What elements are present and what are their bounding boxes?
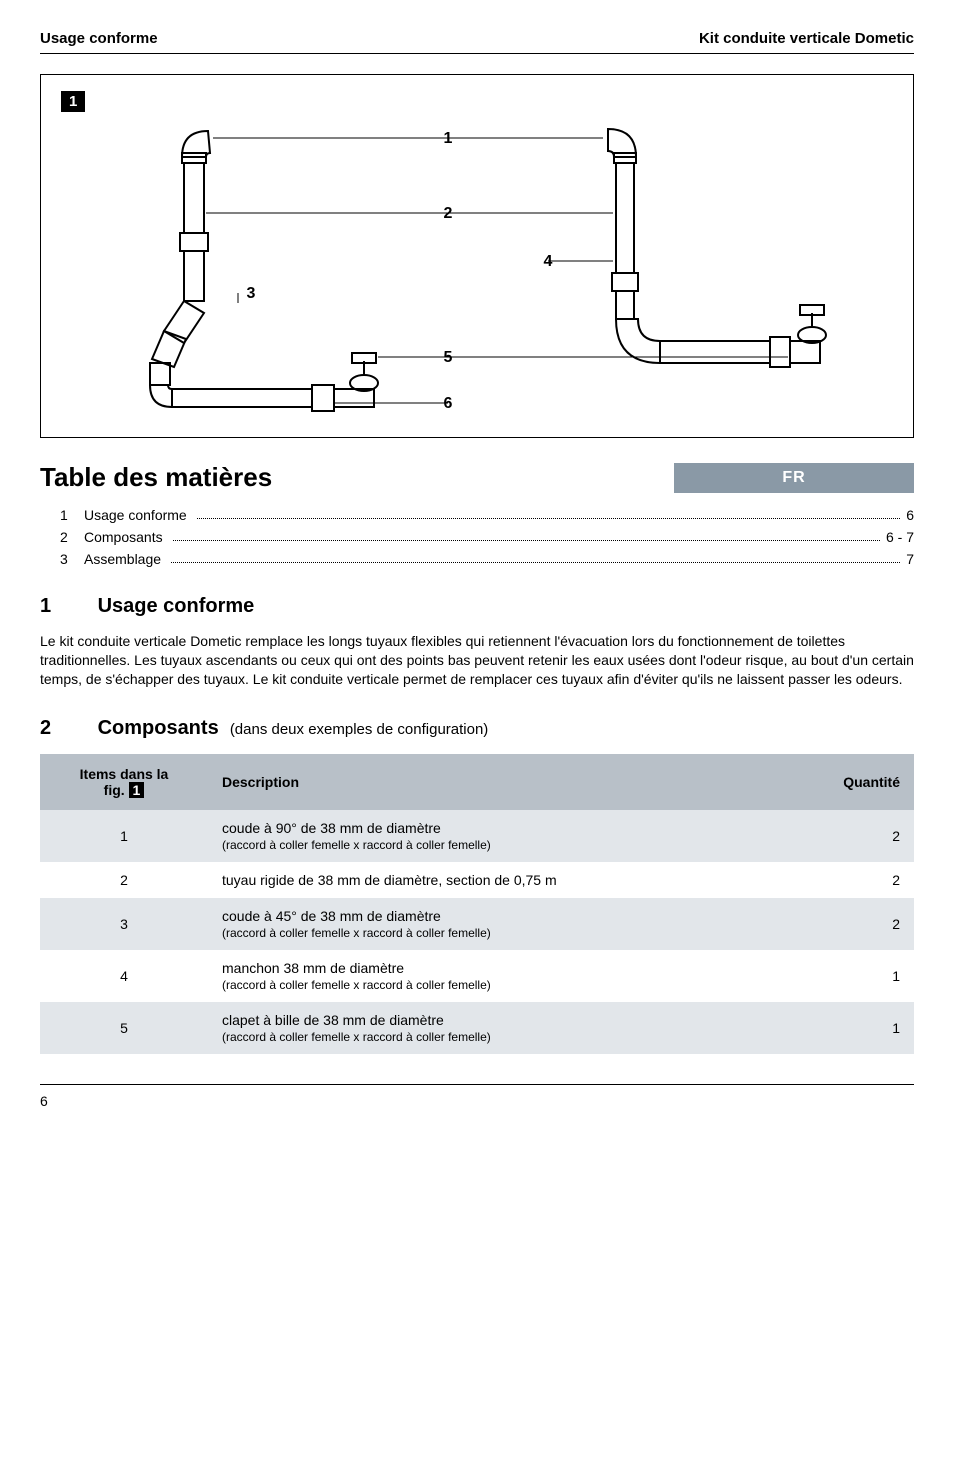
toc-dots bbox=[171, 551, 900, 563]
table-row: 2 tuyau rigide de 38 mm de diamètre, sec… bbox=[40, 862, 914, 898]
figure-number-badge: 1 bbox=[61, 91, 85, 112]
row-id: 4 bbox=[40, 950, 208, 1002]
row-desc-main: coude à 45° de 38 mm de diamètre bbox=[222, 908, 441, 924]
toc-item-label: Assemblage bbox=[84, 551, 165, 567]
row-id: 3 bbox=[40, 898, 208, 950]
section-1-body: Le kit conduite verticale Dometic rempla… bbox=[40, 632, 914, 689]
page-footer: 6 bbox=[40, 1084, 914, 1109]
header-left: Usage conforme bbox=[40, 30, 158, 47]
callout-6: 6 bbox=[444, 395, 453, 412]
toc-item-number: 1 bbox=[60, 507, 84, 523]
callout-2: 2 bbox=[444, 205, 453, 222]
table-row: 4 manchon 38 mm de diamètre (raccord à c… bbox=[40, 950, 914, 1002]
toc-item-number: 3 bbox=[60, 551, 84, 567]
pipe-diagram: 1 2 3 4 5 6 bbox=[88, 93, 848, 423]
toc-item[interactable]: 3 Assemblage 7 bbox=[60, 551, 914, 567]
col-items-line1: Items dans la bbox=[80, 766, 169, 782]
table-row: 1 coude à 90° de 38 mm de diamètre (racc… bbox=[40, 810, 914, 862]
row-desc-sub: (raccord à coller femelle x raccord à co… bbox=[222, 1030, 491, 1044]
row-desc: clapet à bille de 38 mm de diamètre (rac… bbox=[208, 1002, 786, 1054]
toc-list: 1 Usage conforme 6 2 Composants 6 - 7 3 … bbox=[60, 507, 914, 567]
row-desc-main: tuyau rigide de 38 mm de diamètre, secti… bbox=[222, 872, 557, 888]
header-right: Kit conduite verticale Dometic bbox=[699, 30, 914, 47]
toc-item[interactable]: 2 Composants 6 - 7 bbox=[60, 529, 914, 545]
section-1-title: Usage conforme bbox=[98, 595, 255, 617]
fig-ref-badge: 1 bbox=[129, 782, 145, 798]
table-row: 5 clapet à bille de 38 mm de diamètre (r… bbox=[40, 1002, 914, 1054]
row-id: 2 bbox=[40, 862, 208, 898]
toc-item[interactable]: 1 Usage conforme 6 bbox=[60, 507, 914, 523]
row-desc-sub: (raccord à coller femelle x raccord à co… bbox=[222, 838, 491, 852]
page-number: 6 bbox=[40, 1093, 48, 1109]
toc-item-label: Usage conforme bbox=[84, 507, 191, 523]
row-desc: tuyau rigide de 38 mm de diamètre, secti… bbox=[208, 862, 786, 898]
row-id: 1 bbox=[40, 810, 208, 862]
callout-4: 4 bbox=[544, 253, 553, 270]
col-quantity: Quantité bbox=[786, 754, 914, 810]
row-desc: manchon 38 mm de diamètre (raccord à col… bbox=[208, 950, 786, 1002]
callout-1: 1 bbox=[444, 130, 453, 147]
toc-header: Table des matières FR bbox=[40, 462, 914, 493]
row-qty: 1 bbox=[786, 1002, 914, 1054]
callout-3: 3 bbox=[247, 285, 256, 302]
section-2-suffix: (dans deux exemples de configuration) bbox=[230, 721, 489, 738]
row-desc: coude à 45° de 38 mm de diamètre (raccor… bbox=[208, 898, 786, 950]
toc-item-page: 6 - 7 bbox=[886, 529, 914, 545]
section-1-heading: 1 Usage conforme bbox=[40, 595, 914, 618]
col-description: Description bbox=[208, 754, 786, 810]
row-qty: 2 bbox=[786, 898, 914, 950]
row-qty: 2 bbox=[786, 810, 914, 862]
section-2-title: Composants bbox=[98, 717, 219, 739]
section-2-heading: 2 Composants (dans deux exemples de conf… bbox=[40, 717, 914, 740]
figure-1: 1 bbox=[40, 74, 914, 438]
row-desc-main: coude à 90° de 38 mm de diamètre bbox=[222, 820, 441, 836]
page-header: Usage conforme Kit conduite verticale Do… bbox=[40, 30, 914, 54]
language-badge: FR bbox=[674, 463, 914, 493]
row-desc-main: clapet à bille de 38 mm de diamètre bbox=[222, 1012, 444, 1028]
components-table: Items dans la fig. 1 Description Quantit… bbox=[40, 754, 914, 1054]
components-tbody: 1 coude à 90° de 38 mm de diamètre (racc… bbox=[40, 810, 914, 1054]
row-id: 5 bbox=[40, 1002, 208, 1054]
toc-dots bbox=[197, 507, 900, 519]
toc-title: Table des matières bbox=[40, 462, 272, 493]
section-1-number: 1 bbox=[40, 595, 92, 618]
row-desc-main: manchon 38 mm de diamètre bbox=[222, 960, 404, 976]
row-qty: 2 bbox=[786, 862, 914, 898]
toc-item-label: Composants bbox=[84, 529, 167, 545]
row-desc: coude à 90° de 38 mm de diamètre (raccor… bbox=[208, 810, 786, 862]
col-items: Items dans la fig. 1 bbox=[40, 754, 208, 810]
toc-item-number: 2 bbox=[60, 529, 84, 545]
col-items-line2: fig. bbox=[104, 782, 125, 798]
row-qty: 1 bbox=[786, 950, 914, 1002]
row-desc-sub: (raccord à coller femelle x raccord à co… bbox=[222, 926, 491, 940]
toc-dots bbox=[173, 529, 880, 541]
toc-item-page: 7 bbox=[906, 551, 914, 567]
table-row: 3 coude à 45° de 38 mm de diamètre (racc… bbox=[40, 898, 914, 950]
callout-5: 5 bbox=[444, 349, 453, 366]
section-2-number: 2 bbox=[40, 717, 92, 740]
row-desc-sub: (raccord à coller femelle x raccord à co… bbox=[222, 978, 491, 992]
toc-item-page: 6 bbox=[906, 507, 914, 523]
